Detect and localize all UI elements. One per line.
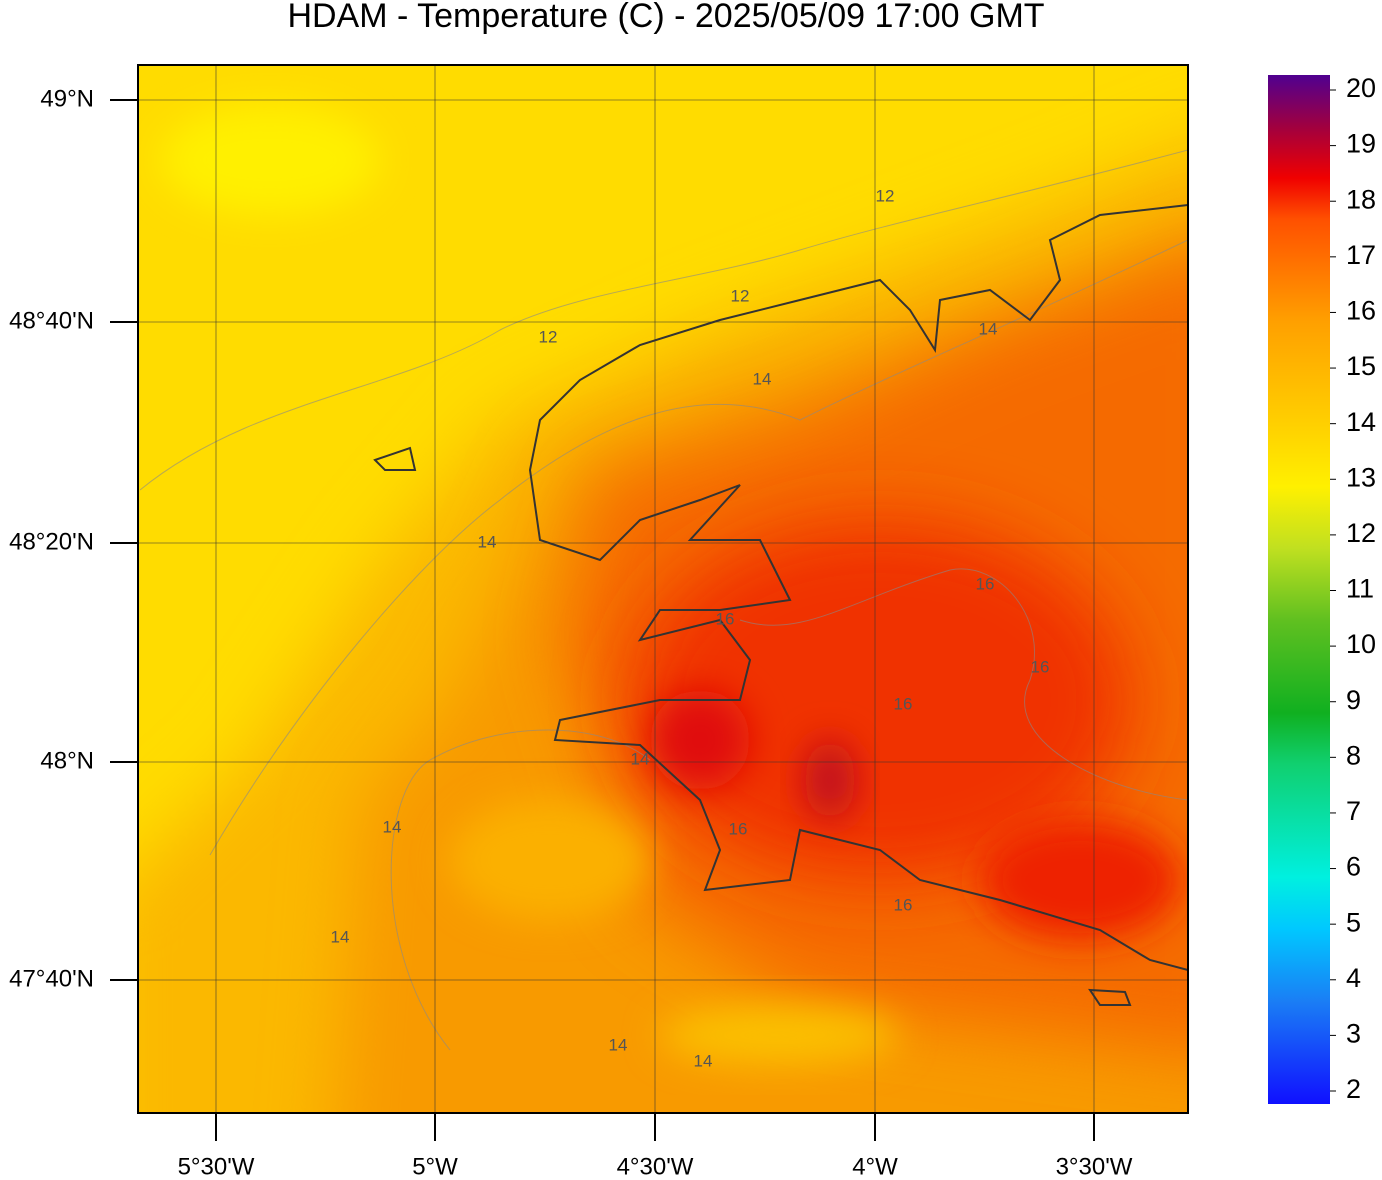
- lat-label: 48°N: [40, 747, 94, 774]
- colorbar-tick-label: 4: [1346, 963, 1361, 993]
- colorbar-tick-label: 8: [1346, 740, 1361, 770]
- colorbar-tick-label: 10: [1346, 629, 1376, 659]
- graticule: 49°N 48°40'N 48°20'N 48°N 47°40'N 5°30'W 5°W 4°…: [9, 65, 1188, 1180]
- lon-label: 4°30'W: [617, 1153, 694, 1180]
- contour-label: 14: [753, 369, 772, 388]
- colorbar-tick-label: 18: [1346, 184, 1376, 214]
- contour-label: 16: [894, 694, 913, 713]
- colorbar-tick-label: 7: [1346, 796, 1361, 826]
- contour-label: 16: [1031, 657, 1050, 676]
- lat-label: 48°20'N: [9, 528, 94, 555]
- colorbar-tick-label: 2: [1346, 1074, 1361, 1104]
- contour-label: 14: [694, 1051, 713, 1070]
- contour-label: 16: [716, 609, 735, 628]
- lon-label: 3°30'W: [1056, 1153, 1133, 1180]
- contour-label: 14: [631, 749, 650, 768]
- contour-label: 16: [894, 895, 913, 914]
- contour-label: 12: [876, 186, 895, 205]
- contour-label: 14: [478, 532, 497, 551]
- contour-label: 12: [731, 286, 750, 305]
- colorbar-tick-label: 9: [1346, 685, 1361, 715]
- contour-labels: 12 12 12 14 14 14 16 16 16 16 14 14 14 1…: [331, 186, 1050, 1070]
- colorbar-tick-label: 20: [1346, 73, 1376, 103]
- contour-label: 16: [976, 574, 995, 593]
- colorbar-tick-label: 15: [1346, 351, 1376, 381]
- map-title: HDAM - Temperature (C) - 2025/05/09 17:0…: [287, 0, 1044, 35]
- lon-label: 4°W: [852, 1153, 898, 1180]
- colorbar-ticks: 2 3 4 5 6 7 8 9 10 11 12 13 14 15 16 17 18 19 20: [1330, 73, 1376, 1104]
- lon-label: 5°30'W: [178, 1153, 255, 1180]
- colorbar: [1268, 75, 1330, 1104]
- lat-label: 47°40'N: [9, 965, 94, 992]
- colorbar-tick-label: 19: [1346, 129, 1376, 159]
- temperature-field: [138, 65, 1188, 1113]
- colorbar-tick-label: 3: [1346, 1019, 1361, 1049]
- contour-label: 14: [979, 319, 998, 338]
- lat-label: 49°N: [40, 85, 94, 112]
- lat-label: 48°40'N: [9, 307, 94, 334]
- contour-label: 12: [539, 327, 558, 346]
- colorbar-tick-label: 16: [1346, 296, 1376, 326]
- colorbar-tick-label: 13: [1346, 462, 1376, 492]
- colorbar-tick-label: 5: [1346, 907, 1361, 937]
- contour-label: 16: [729, 819, 748, 838]
- contour-label: 14: [383, 817, 402, 836]
- lon-label: 5°W: [412, 1153, 458, 1180]
- colorbar-tick-label: 6: [1346, 852, 1361, 882]
- colorbar-tick-label: 11: [1346, 574, 1374, 604]
- plot-frame: [137, 64, 1189, 1114]
- colorbar-tick-label: 12: [1346, 518, 1376, 548]
- colorbar-tick-label: 14: [1346, 407, 1376, 437]
- colorbar-tick-label: 17: [1346, 240, 1376, 270]
- contour-label: 14: [331, 927, 350, 946]
- contour-label: 14: [609, 1035, 628, 1054]
